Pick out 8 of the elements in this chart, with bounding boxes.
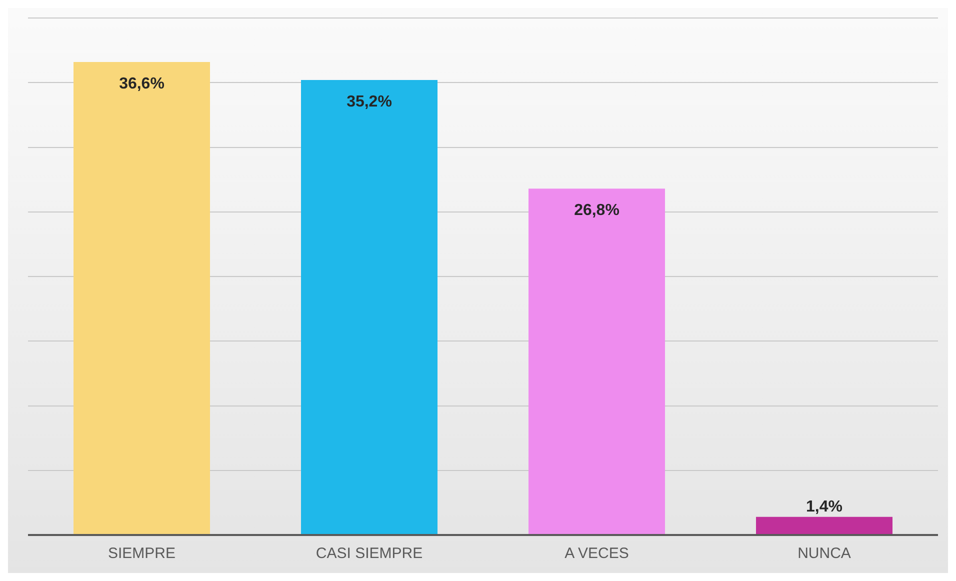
x-tick-label: SIEMPRE	[108, 545, 176, 562]
data-label: 26,8%	[574, 202, 620, 220]
data-label: 36,6%	[119, 75, 164, 92]
x-tick-label: NUNCA	[798, 545, 851, 562]
data-label: 35,2%	[346, 93, 392, 110]
x-tick-label: A VECES	[564, 545, 629, 562]
x-tick-label: CASI SIEMPRE	[316, 545, 423, 562]
data-label: 1,4%	[806, 498, 842, 516]
